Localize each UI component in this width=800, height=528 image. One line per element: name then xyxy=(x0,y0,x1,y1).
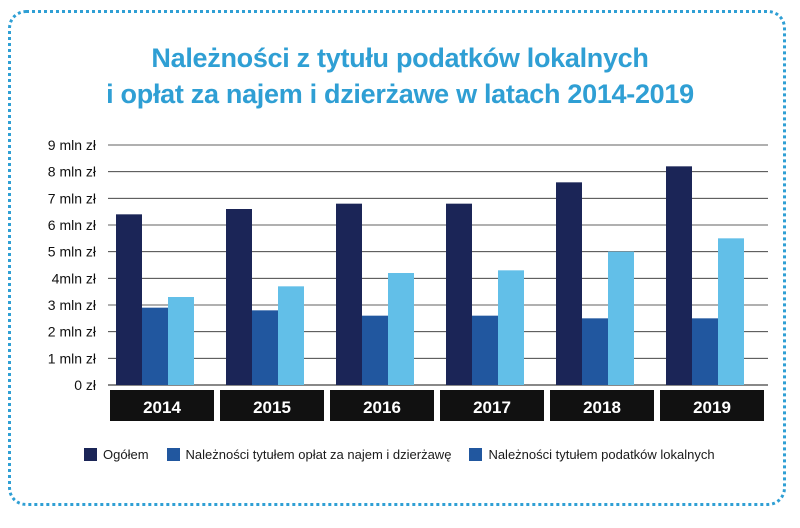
bar xyxy=(362,315,388,385)
y-tick-label: 7 mln zł xyxy=(48,190,97,206)
bar xyxy=(278,286,304,385)
y-tick-label: 9 mln zł xyxy=(48,137,97,153)
bar xyxy=(142,307,168,385)
x-tick-label: 2017 xyxy=(473,398,511,417)
bar xyxy=(718,238,744,385)
legend-label-rent: Należności tytułem opłat za najem i dzie… xyxy=(185,446,452,462)
bar xyxy=(582,318,608,385)
legend-item-local-taxes: Należności tytułem podatków lokalnych xyxy=(469,446,715,462)
x-tick-label: 2015 xyxy=(253,398,291,417)
bar xyxy=(388,273,414,385)
legend-swatch-local-taxes xyxy=(469,447,483,461)
bar xyxy=(472,315,498,385)
legend-swatch-total xyxy=(84,447,97,461)
bar xyxy=(666,166,692,385)
category-band xyxy=(330,390,434,421)
legend-label-total: Ogółem xyxy=(103,446,149,462)
legend-item-rent: Należności tytułem opłat za najem i dzie… xyxy=(166,446,452,462)
bar xyxy=(252,310,278,385)
legend-label-local-taxes: Należności tytułem podatków lokalnych xyxy=(488,446,715,462)
y-tick-label: 3 mln zł xyxy=(48,297,97,313)
bar xyxy=(498,270,524,385)
y-tick-label: 8 mln zł xyxy=(48,164,97,180)
bar xyxy=(692,318,718,385)
x-tick-label: 2019 xyxy=(693,398,731,417)
y-tick-label: 1 mln zł xyxy=(48,350,97,366)
x-tick-label: 2018 xyxy=(583,398,621,417)
y-tick-label: 6 mln zł xyxy=(48,217,97,233)
bar xyxy=(556,182,582,385)
legend-item-total: Ogółem xyxy=(84,447,149,462)
category-band xyxy=(440,390,544,421)
category-band xyxy=(660,390,764,421)
y-tick-label: 2 mln zł xyxy=(48,324,97,340)
bar xyxy=(446,203,472,385)
bar xyxy=(608,251,634,385)
category-band xyxy=(220,390,324,421)
x-tick-label: 2016 xyxy=(363,398,401,417)
chart-title-line-2: i opłat za najem i dzierżawe w latach 20… xyxy=(106,79,694,109)
y-tick-label: 4mln zł xyxy=(52,270,97,286)
category-band xyxy=(110,390,214,421)
legend-swatch-rent xyxy=(166,447,180,461)
chart-title-line-1: Należności z tytułu podatków lokalnych xyxy=(151,43,649,73)
y-tick-label: 0 zł xyxy=(74,377,97,393)
bar xyxy=(336,203,362,385)
x-tick-label: 2014 xyxy=(143,398,181,417)
bar xyxy=(168,297,194,385)
bar xyxy=(226,209,252,385)
chart-frame xyxy=(8,10,786,506)
category-band xyxy=(550,390,654,421)
chart-title: Należności z tytułu podatków lokalnych i… xyxy=(0,40,800,112)
y-tick-label: 5 mln zł xyxy=(48,244,97,260)
chart-legend: Ogółem Należności tytułem opłat za najem… xyxy=(84,444,733,464)
bar xyxy=(116,214,142,385)
